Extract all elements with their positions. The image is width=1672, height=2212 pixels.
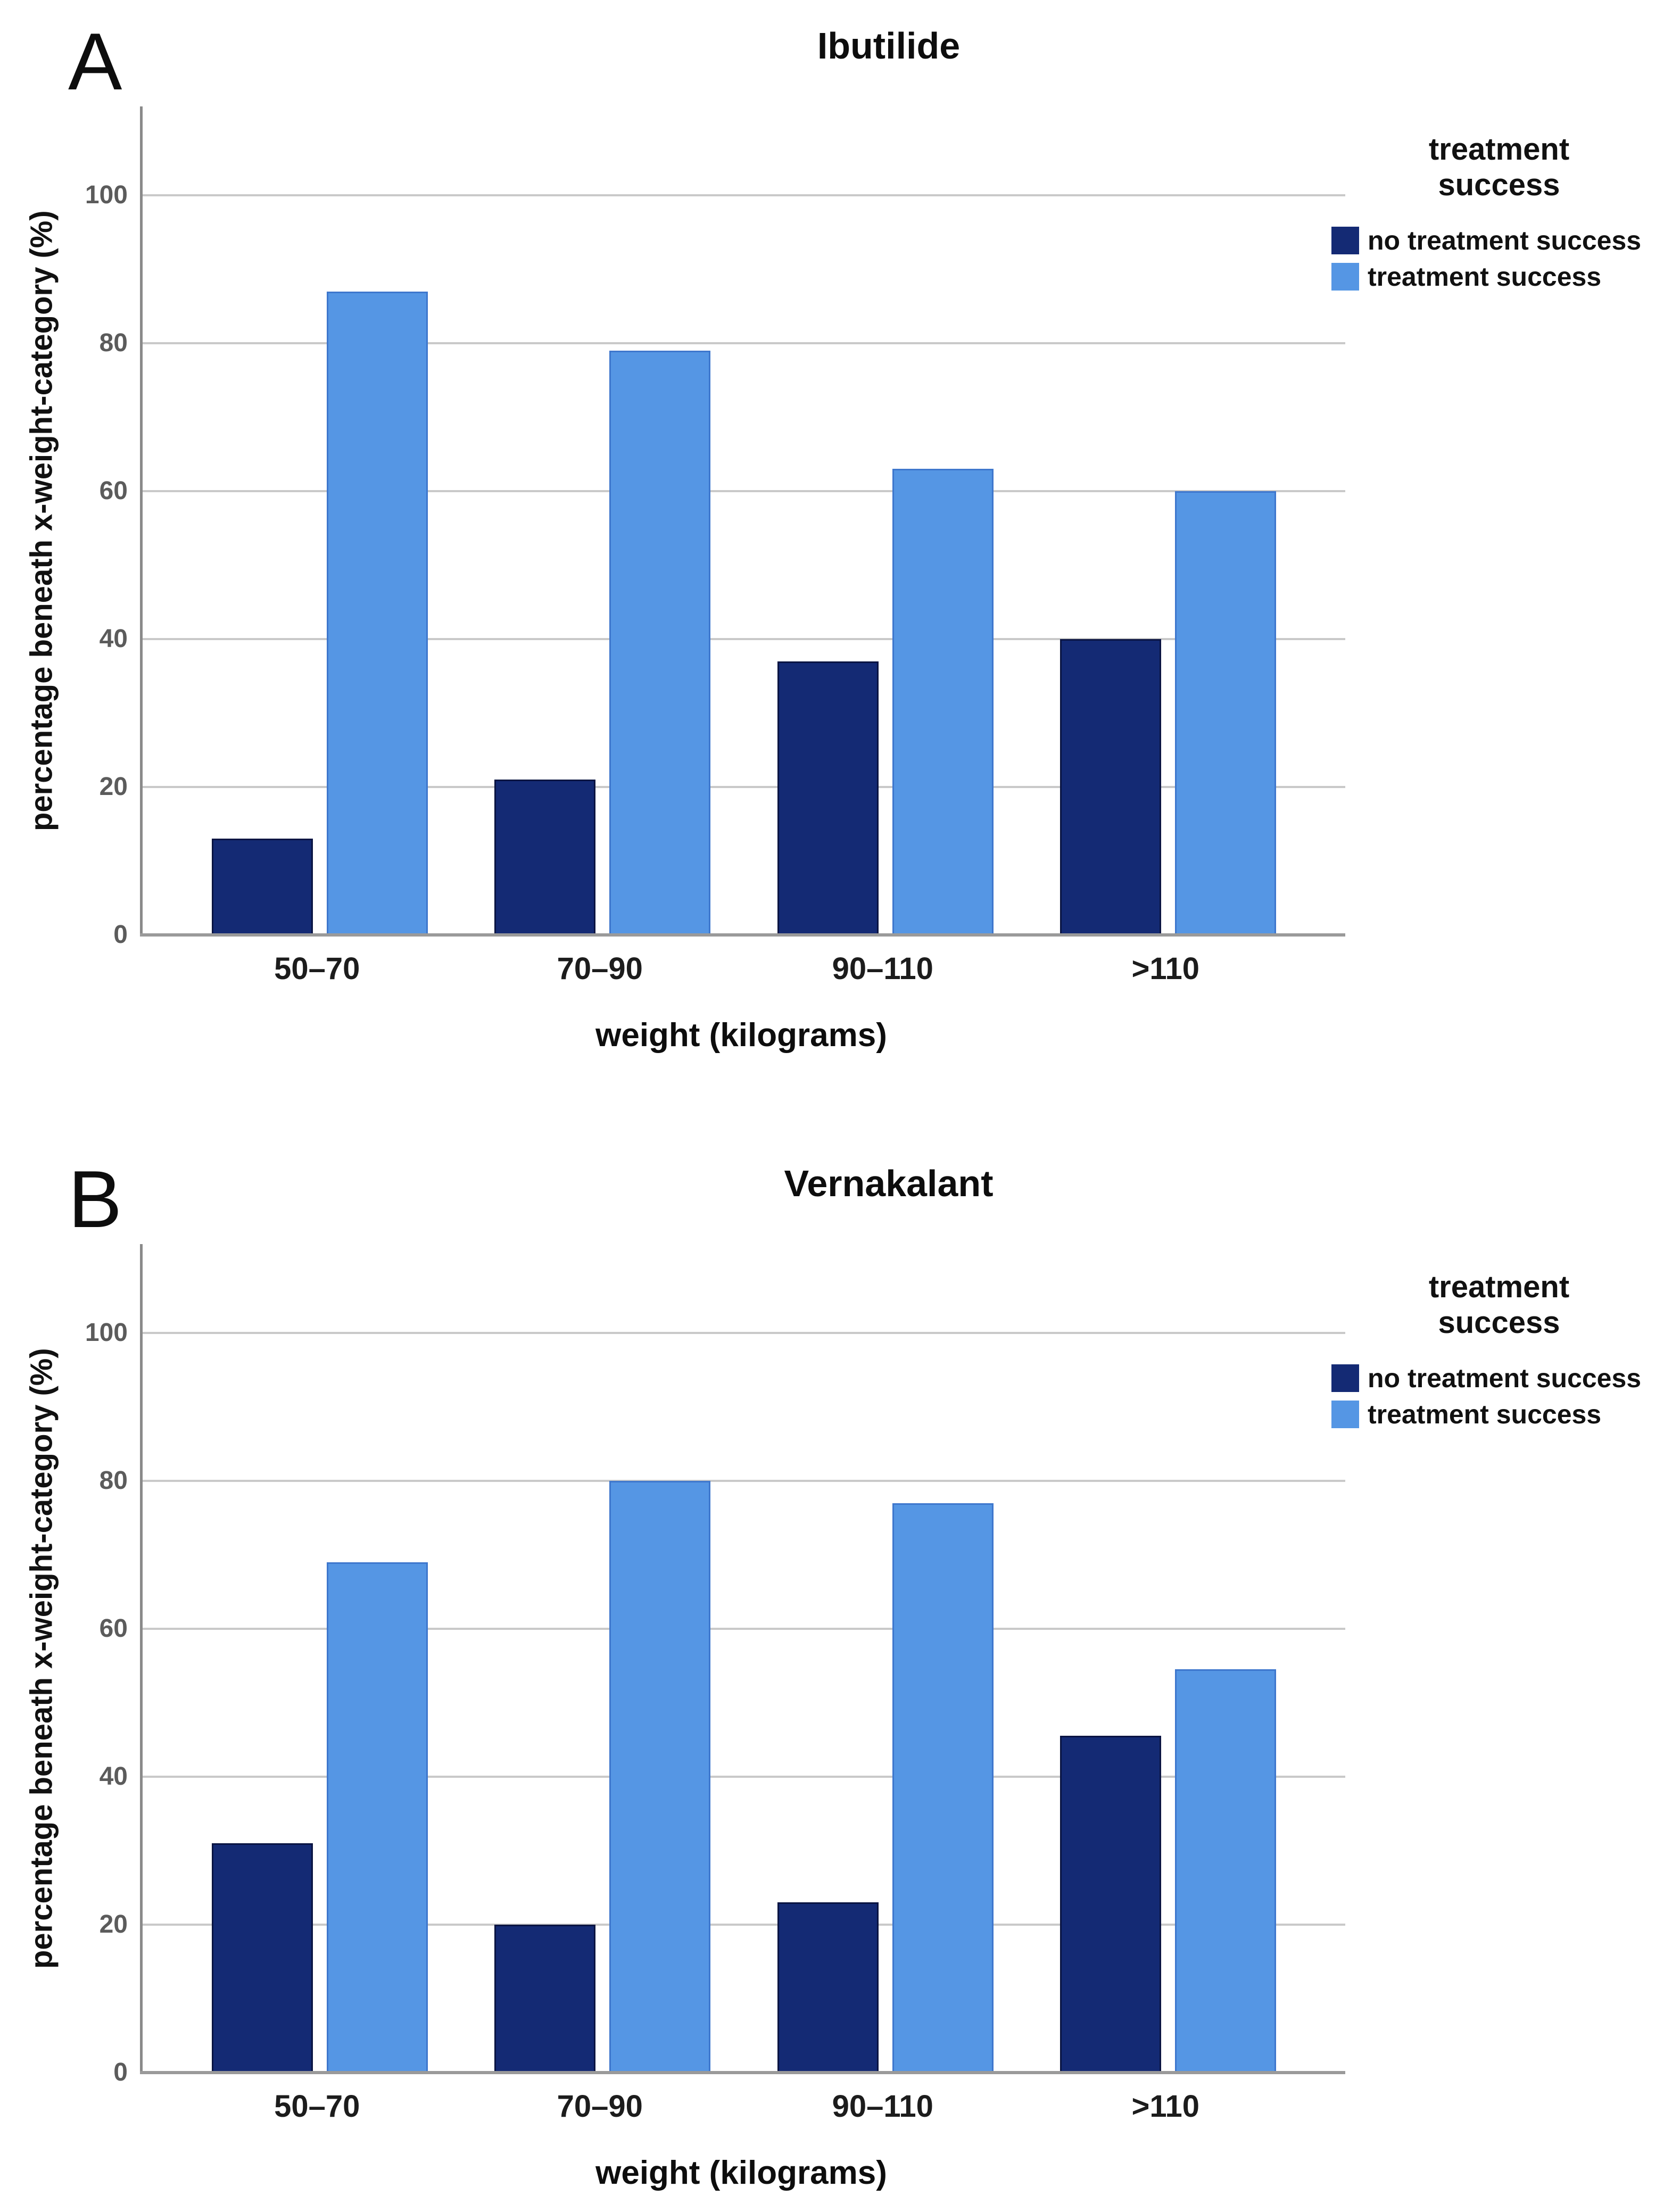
legend: treatment success no treatment success t… bbox=[1331, 132, 1667, 297]
panel-ibutilide: A Ibutilide percentage beneath x-weight-… bbox=[24, 16, 1667, 1054]
bars-row bbox=[143, 106, 1345, 935]
y-tick-label-60: 60 bbox=[99, 1614, 128, 1643]
gridline-40 bbox=[143, 637, 1345, 640]
bar-no-treatment-success bbox=[1060, 639, 1162, 935]
panel-letter-b: B bbox=[68, 1154, 122, 1245]
y-axis-title: percentage beneath x-weight-category (%) bbox=[24, 210, 59, 831]
bar-group-70–90 bbox=[461, 350, 744, 935]
y-tick-label-80: 80 bbox=[99, 328, 128, 357]
bar-group->110 bbox=[1027, 491, 1310, 935]
y-tick-label-80: 80 bbox=[99, 1466, 128, 1495]
bar-group-50–70 bbox=[178, 1562, 461, 2073]
y-tick-label-0: 0 bbox=[113, 921, 128, 949]
bar-group->110 bbox=[1027, 1669, 1310, 2073]
x-category-label: 90–110 bbox=[832, 2089, 933, 2124]
plot-area: 0 20 40 60 80 100 bbox=[85, 106, 1345, 948]
x-category-label: >110 bbox=[1131, 951, 1199, 986]
bar-treatment-success bbox=[1175, 491, 1277, 935]
bar-treatment-success bbox=[326, 291, 428, 935]
legend-item-treatment-success: treatment success bbox=[1331, 261, 1667, 292]
bar-no-treatment-success bbox=[211, 1843, 313, 2073]
gridline-60 bbox=[143, 490, 1345, 492]
bar-treatment-success bbox=[609, 1480, 711, 2073]
bar-group-90–110 bbox=[744, 469, 1027, 935]
y-tick-label-0: 0 bbox=[113, 2058, 128, 2086]
bar-treatment-success bbox=[892, 1503, 994, 2073]
gridline-20 bbox=[143, 1923, 1345, 1926]
gridline-80 bbox=[143, 1479, 1345, 1482]
plot-area: 0 20 40 60 80 100 bbox=[85, 1244, 1345, 2086]
legend-title: treatment success bbox=[1428, 1270, 1570, 1340]
x-category-label: 90–110 bbox=[832, 951, 933, 986]
bar-treatment-success bbox=[892, 469, 994, 935]
gridline-40 bbox=[143, 1775, 1345, 1778]
panel-vernakalant: B Vernakalant percentage beneath x-weigh… bbox=[0, 1106, 1672, 2212]
bar-no-treatment-success bbox=[1060, 1736, 1162, 2073]
x-category-label: >110 bbox=[1131, 2089, 1199, 2124]
chart-title-ibutilide: Ibutilide bbox=[817, 25, 961, 67]
legend-item-no-treatment-success: no treatment success bbox=[1331, 1363, 1667, 1394]
y-tick-label-60: 60 bbox=[99, 476, 128, 505]
bar-no-treatment-success bbox=[494, 1924, 596, 2073]
y-tick-label-100: 100 bbox=[85, 180, 128, 209]
y-tick-label-20: 20 bbox=[99, 1910, 128, 1938]
y-tick-label-40: 40 bbox=[99, 1762, 128, 1791]
legend-label: treatment success bbox=[1368, 262, 1602, 292]
gridline-60 bbox=[143, 1627, 1345, 1630]
legend-item-treatment-success: treatment success bbox=[1331, 1399, 1667, 1430]
gridline-20 bbox=[143, 785, 1345, 788]
legend-items: no treatment success treatment success bbox=[1331, 225, 1667, 292]
legend-item-no-treatment-success: no treatment success bbox=[1331, 225, 1667, 256]
gridline-80 bbox=[143, 342, 1345, 344]
x-axis-title: weight (kilograms) bbox=[595, 2155, 887, 2191]
gridline-100 bbox=[143, 1331, 1345, 1334]
x-category-label: 50–70 bbox=[274, 2089, 360, 2124]
legend-label: no treatment success bbox=[1368, 226, 1642, 256]
legend-swatch-treatment-success bbox=[1331, 263, 1359, 291]
y-tick-label-100: 100 bbox=[85, 1318, 128, 1347]
legend-swatch-no-treatment-success bbox=[1331, 227, 1359, 255]
legend-swatch-treatment-success bbox=[1331, 1401, 1359, 1429]
legend-items: no treatment success treatment success bbox=[1331, 1363, 1667, 1430]
y-tick-label-20: 20 bbox=[99, 772, 128, 801]
legend-title: treatment success bbox=[1428, 132, 1570, 202]
y-tick-label-40: 40 bbox=[99, 624, 128, 653]
panel-letter-a: A bbox=[68, 16, 122, 107]
legend: treatment success no treatment success t… bbox=[1331, 1270, 1667, 1435]
chart-title-vernakalant: Vernakalant bbox=[784, 1163, 994, 1204]
bar-no-treatment-success bbox=[777, 1902, 879, 2073]
x-category-label: 70–90 bbox=[557, 2089, 643, 2124]
bar-no-treatment-success bbox=[494, 780, 596, 935]
bar-treatment-success bbox=[1175, 1669, 1277, 2073]
y-axis-title: percentage beneath x-weight-category (%) bbox=[24, 1348, 59, 1969]
legend-label: no treatment success bbox=[1368, 1363, 1642, 1394]
x-axis-title: weight (kilograms) bbox=[595, 1017, 887, 1054]
bar-group-70–90 bbox=[461, 1480, 744, 2073]
bar-group-50–70 bbox=[178, 291, 461, 935]
legend-swatch-no-treatment-success bbox=[1331, 1364, 1359, 1393]
x-category-label: 50–70 bbox=[274, 951, 360, 986]
bar-treatment-success bbox=[326, 1562, 428, 2073]
x-category-label: 70–90 bbox=[557, 951, 643, 986]
bars-row bbox=[143, 1244, 1345, 2073]
bar-no-treatment-success bbox=[211, 839, 313, 935]
x-category-labels: 50–70 70–90 90–110 >110 bbox=[140, 2089, 1343, 2124]
bar-group-90–110 bbox=[744, 1503, 1027, 2073]
legend-label: treatment success bbox=[1368, 1399, 1602, 1430]
bar-treatment-success bbox=[609, 350, 711, 935]
gridline-100 bbox=[143, 194, 1345, 196]
bar-no-treatment-success bbox=[777, 661, 879, 935]
x-category-labels: 50–70 70–90 90–110 >110 bbox=[140, 951, 1343, 987]
